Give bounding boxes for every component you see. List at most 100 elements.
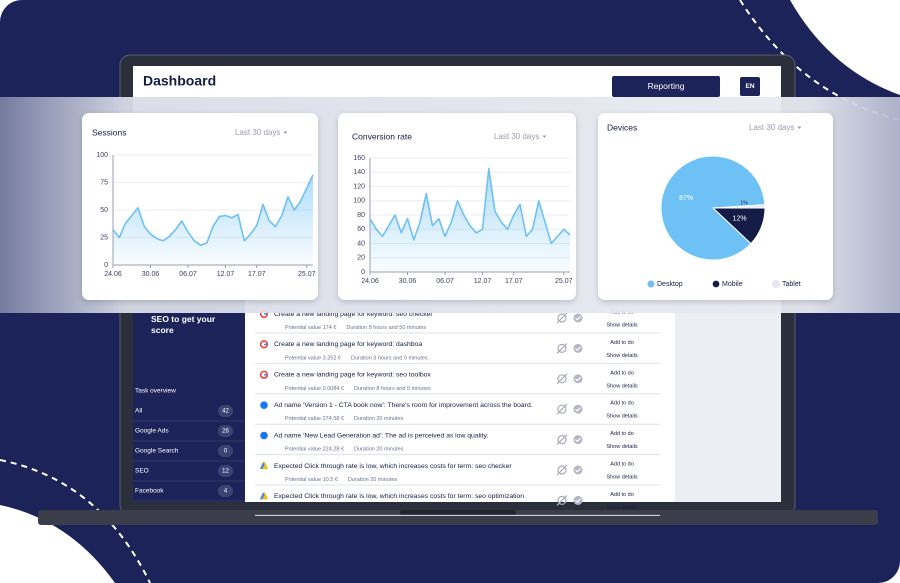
range-selector[interactable]: Last 30 days [494, 132, 539, 141]
done-icon[interactable] [573, 404, 583, 414]
show-details[interactable]: Show details [606, 414, 637, 420]
laptop-notch [400, 510, 516, 515]
ads-icon [260, 492, 265, 500]
done-icon[interactable] [573, 343, 583, 353]
y-tick-label: 100 [96, 152, 108, 159]
show-details[interactable]: Show details [606, 353, 637, 359]
section-title: Task overview [135, 388, 176, 395]
done-icon[interactable] [573, 465, 583, 475]
dropdown-caret[interactable] [542, 135, 547, 139]
legend-swatch [712, 280, 720, 288]
duration: Duration 8 hours and 0 minutes [354, 386, 431, 392]
add-todo[interactable]: Add to do [610, 431, 634, 437]
legend-swatch [772, 280, 780, 288]
reporting-button[interactable] [612, 76, 720, 97]
dropdown-caret[interactable] [283, 131, 288, 135]
add-todo[interactable]: Add to do [610, 340, 634, 346]
promo-text: SEO to get your score [151, 314, 216, 335]
add-todo[interactable]: Add to do [610, 492, 634, 498]
hide-icon[interactable] [557, 435, 567, 445]
hide-icon[interactable] [557, 374, 567, 384]
x-tick-label: 24.06 [104, 271, 122, 278]
cards: Sessions Last 30 days 0 25 50 75 100 24.06 30.06… [82, 113, 833, 300]
hide-icon[interactable] [557, 465, 567, 475]
task-title[interactable]: Expected Click through rate is low, whic… [274, 463, 512, 470]
line [112, 174, 314, 246]
hide-icon[interactable] [556, 373, 568, 385]
filter-label[interactable]: SEO [135, 468, 149, 475]
task-meta: Potential value 274.58 € Duration 20 minu… [285, 417, 404, 423]
range-selector[interactable]: Last 30 days [749, 123, 794, 132]
language-label[interactable]: EN [745, 83, 754, 90]
done-icon[interactable] [573, 435, 583, 445]
y-tick-label: 0 [104, 262, 108, 269]
potential-value: Potential value 274.58 € [285, 417, 344, 423]
x-tick-label: 17.07 [505, 278, 523, 285]
filter-badge [218, 465, 233, 477]
done-icon[interactable] [573, 313, 583, 323]
language-button[interactable] [740, 77, 760, 96]
y-tick-label: 75 [100, 179, 108, 186]
chart-title: Devices [607, 122, 637, 132]
task-title[interactable]: Ad name 'Version 1 - CTA book now': Ther… [274, 402, 533, 409]
facebook-icon [260, 431, 268, 440]
show-details[interactable]: Show details [606, 505, 637, 511]
dashed-curve [0, 459, 151, 583]
task-title[interactable]: Create a new landing page for keyword: d… [274, 341, 422, 348]
range-selector[interactable]: Last 30 days [235, 128, 280, 137]
task-title[interactable]: Expected Click through rate is low, whic… [274, 493, 524, 500]
area [370, 168, 570, 272]
page-title: Dashboard [143, 73, 216, 89]
task-title[interactable]: Create a new landing page for keyword: s… [274, 372, 431, 379]
filter-label[interactable]: Google Ads [135, 428, 169, 435]
potential-value: Potential value 174 € [285, 325, 336, 331]
done-icon [575, 376, 581, 382]
y-tick-label: 0 [361, 269, 365, 276]
done-icon[interactable] [573, 495, 583, 505]
duration: Duration 20 minutes [354, 447, 403, 453]
filter-count: 0 [224, 449, 228, 455]
task-meta: Potential value 3.252 € Duration 3 hours … [285, 356, 428, 362]
add-todo[interactable]: Add to do [610, 370, 634, 376]
x-tick-label: 06.07 [436, 278, 454, 285]
hide-icon[interactable] [556, 403, 568, 415]
show-details[interactable]: Show details [606, 474, 637, 480]
task-meta: Potential value 10.5 € Duration 20 minute… [285, 477, 397, 483]
done-icon[interactable] [573, 374, 583, 384]
show-details[interactable]: Show details [606, 383, 637, 389]
hide-icon[interactable] [556, 494, 568, 506]
duration: Duration 3 hours and 0 minutes [351, 356, 428, 362]
x-tick-label: 24.06 [361, 278, 379, 285]
hide-icon[interactable] [557, 343, 567, 353]
filter-label[interactable]: Facebook [135, 488, 164, 495]
hide-icon[interactable] [556, 434, 568, 446]
hide-icon[interactable] [556, 312, 568, 324]
ads-icon [260, 462, 265, 469]
hide-icon[interactable] [556, 464, 568, 476]
hide-icon[interactable] [557, 313, 567, 323]
right-panel [675, 300, 781, 502]
filter-count: 26 [222, 429, 229, 435]
show-details[interactable]: Show details [606, 322, 637, 328]
reporting-label[interactable]: Reporting [648, 81, 685, 91]
filter-label[interactable]: Google Search [135, 448, 179, 455]
done-icon [575, 407, 581, 412]
dropdown-caret[interactable] [797, 126, 802, 130]
hide-icon[interactable] [556, 342, 568, 354]
hide-icon[interactable] [557, 495, 567, 505]
task-title[interactable]: Create a new landing page for keyword: s… [274, 311, 433, 318]
legend-label: Desktop [657, 281, 683, 288]
task-title[interactable]: Ad name 'New Lead Generation ad': The ad… [274, 432, 488, 439]
done-icon [575, 437, 581, 443]
show-details[interactable]: Show details [606, 444, 637, 450]
x-tick-label: 12.07 [474, 278, 492, 285]
task-meta: Potential value 174 € Duration 8 hours an… [285, 325, 426, 331]
filter-label[interactable]: All [135, 408, 143, 415]
chart-title: Sessions [92, 127, 127, 137]
add-todo[interactable]: Add to do [610, 461, 634, 467]
x-tick-label: 25.07 [555, 278, 573, 285]
promo-box: SEO to get your score [151, 314, 216, 335]
hide-icon[interactable] [557, 404, 567, 414]
add-todo[interactable]: Add to do [610, 401, 634, 407]
y-tick-label: 20 [357, 255, 365, 262]
